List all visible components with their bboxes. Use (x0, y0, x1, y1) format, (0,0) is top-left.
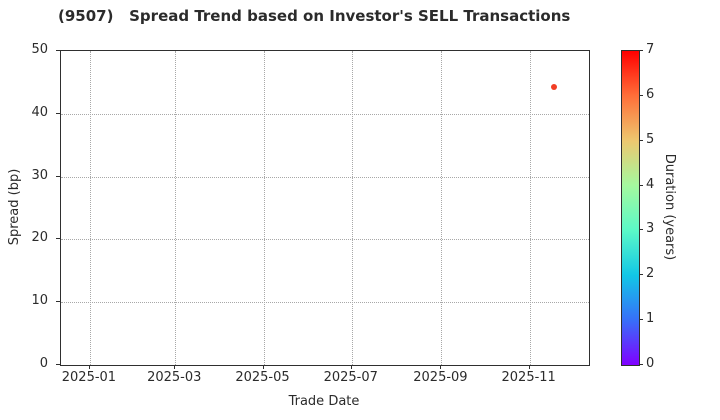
x-tick-mark (528, 365, 530, 369)
colorbar-tick-label: 4 (646, 176, 655, 192)
colorbar-tick-mark (640, 184, 643, 186)
y-tick-mark (56, 50, 60, 51)
plot-area (60, 50, 590, 366)
gridline-horizontal (61, 239, 589, 241)
colorbar-gradient (621, 50, 640, 366)
gridline-vertical (441, 51, 443, 365)
colorbar-tick-mark (640, 94, 643, 96)
colorbar-tick-label: 2 (646, 266, 655, 282)
gridline-horizontal (61, 302, 589, 304)
gridline-vertical (175, 51, 177, 365)
colorbar-tick-label: 6 (646, 86, 655, 102)
colorbar-tick-label: 7 (646, 42, 655, 57)
scatter-point (551, 84, 558, 91)
y-tick-mark (56, 112, 60, 114)
y-tick-label: 30 (31, 167, 48, 183)
x-axis-label: Trade Date (288, 394, 360, 409)
y-tick-label: 20 (31, 230, 48, 246)
colorbar-tick-mark (640, 229, 643, 231)
x-tick-mark (350, 365, 352, 369)
y-tick-label: 40 (31, 104, 48, 120)
y-tick-label: 10 (31, 293, 48, 309)
colorbar-tick-label: 0 (646, 356, 655, 371)
colorbar-tick-mark (640, 50, 643, 51)
x-tick-label: 2025-09 (413, 370, 468, 385)
gridline-horizontal (61, 176, 589, 178)
y-tick-mark (56, 301, 60, 303)
gridline-vertical (351, 51, 353, 365)
y-tick-mark (56, 175, 60, 177)
colorbar-tick-label: 3 (646, 221, 655, 237)
y-axis-label: Spread (bp) (7, 168, 22, 246)
colorbar-label: Duration (years) (662, 153, 677, 261)
colorbar-tick-label: 5 (646, 131, 655, 147)
chart-title: (9507) Spread Trend based on Investor's … (58, 7, 571, 25)
x-tick-mark (440, 365, 442, 369)
x-tick-label: 2025-03 (147, 370, 202, 385)
y-tick-mark (56, 364, 60, 365)
colorbar-tick-label: 1 (646, 311, 655, 327)
x-tick-label: 2025-01 (61, 370, 117, 385)
x-tick-label: 2025-05 (235, 370, 290, 385)
colorbar-tick-mark (640, 364, 643, 365)
gridline-vertical (263, 51, 265, 365)
colorbar-tick-mark (640, 274, 643, 276)
x-tick-label: 2025-11 (501, 370, 556, 385)
y-tick-label: 50 (31, 42, 48, 57)
colorbar-tick-mark (640, 319, 643, 321)
gridline-vertical (89, 51, 91, 365)
colorbar-tick-mark (640, 139, 643, 141)
gridline-vertical (529, 51, 531, 365)
x-tick-mark (88, 365, 90, 369)
y-tick-mark (56, 238, 60, 240)
y-tick-label: 0 (39, 356, 48, 371)
x-tick-mark (174, 365, 176, 369)
gridline-horizontal (61, 113, 589, 115)
x-tick-label: 2025-07 (323, 370, 378, 385)
x-tick-mark (262, 365, 264, 369)
